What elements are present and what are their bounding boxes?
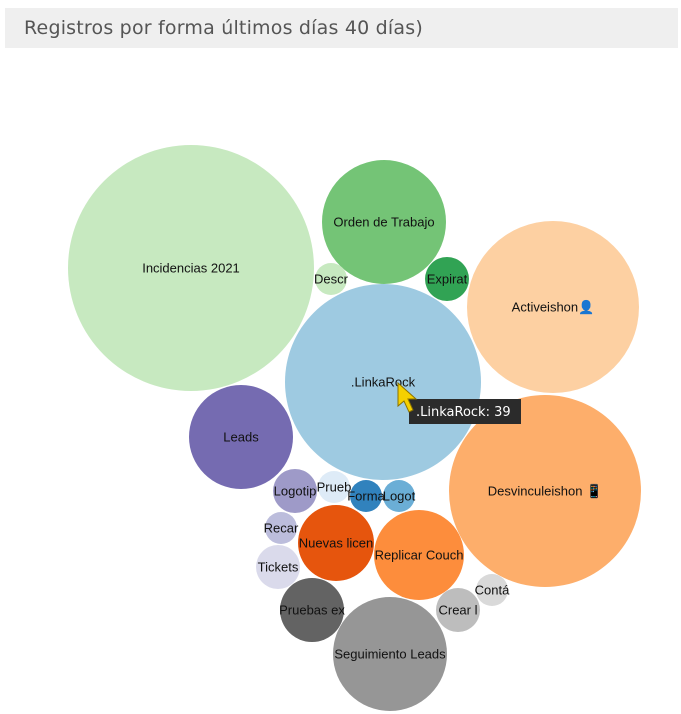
bubble-label: Prueb — [317, 479, 352, 494]
chart-title: Registros por forma últimos días 40 días… — [24, 17, 423, 39]
bubble-label: Leads — [223, 429, 259, 444]
bubble[interactable] — [273, 469, 317, 513]
bubble[interactable] — [436, 588, 480, 632]
bubble[interactable] — [374, 510, 464, 600]
bubble-label: Tickets — [258, 559, 299, 574]
bubble[interactable] — [449, 395, 641, 587]
bubble-label: Descr — [314, 271, 349, 286]
bubble[interactable] — [265, 512, 297, 544]
bubble-label: Orden de Trabajo — [333, 214, 434, 229]
mouse-pointer-icon — [397, 381, 418, 413]
bubble-label: Incidencias 2021 — [142, 260, 240, 275]
bubble-label: Pruebas ex — [279, 602, 345, 617]
bubble-label: Logotip — [274, 483, 317, 498]
bubble[interactable] — [189, 385, 293, 489]
bubble-label: Contá — [475, 582, 510, 597]
bubble[interactable] — [383, 480, 415, 512]
bubble-label: Activeishon👤 — [512, 299, 595, 314]
bubble[interactable] — [318, 471, 350, 503]
bubble-label: Recar — [264, 520, 299, 535]
bubble[interactable] — [425, 257, 469, 301]
bubble-label: Replicar Couch — [375, 547, 464, 562]
bubble[interactable] — [256, 545, 300, 589]
bubble[interactable] — [298, 505, 374, 581]
bubble-label: Crear l — [438, 602, 477, 617]
bubble-label: Forma — [347, 488, 385, 503]
bubble[interactable] — [467, 221, 639, 393]
bubble[interactable] — [333, 597, 447, 711]
bubble-label: Nuevas licen — [299, 535, 373, 550]
bubble[interactable] — [315, 263, 347, 295]
bubble[interactable] — [350, 480, 382, 512]
tooltip: .LinkaRock: 39 — [409, 399, 521, 424]
bubble-label: Expirat — [427, 271, 468, 286]
bubble[interactable] — [322, 160, 446, 284]
bubble[interactable] — [280, 578, 344, 642]
bubble-label: Logot — [383, 488, 416, 503]
chart-header: Registros por forma últimos días 40 días… — [5, 8, 678, 48]
bubble[interactable] — [476, 574, 508, 606]
bubble-label: Seguimiento Leads — [334, 646, 446, 661]
bubble[interactable] — [285, 284, 481, 480]
tooltip-text: .LinkaRock: 39 — [416, 405, 511, 420]
bubble-label: Desvinculeishon 📱 — [488, 483, 602, 498]
bubble[interactable] — [68, 145, 314, 391]
bubble-label: .LinkaRock — [351, 374, 416, 389]
